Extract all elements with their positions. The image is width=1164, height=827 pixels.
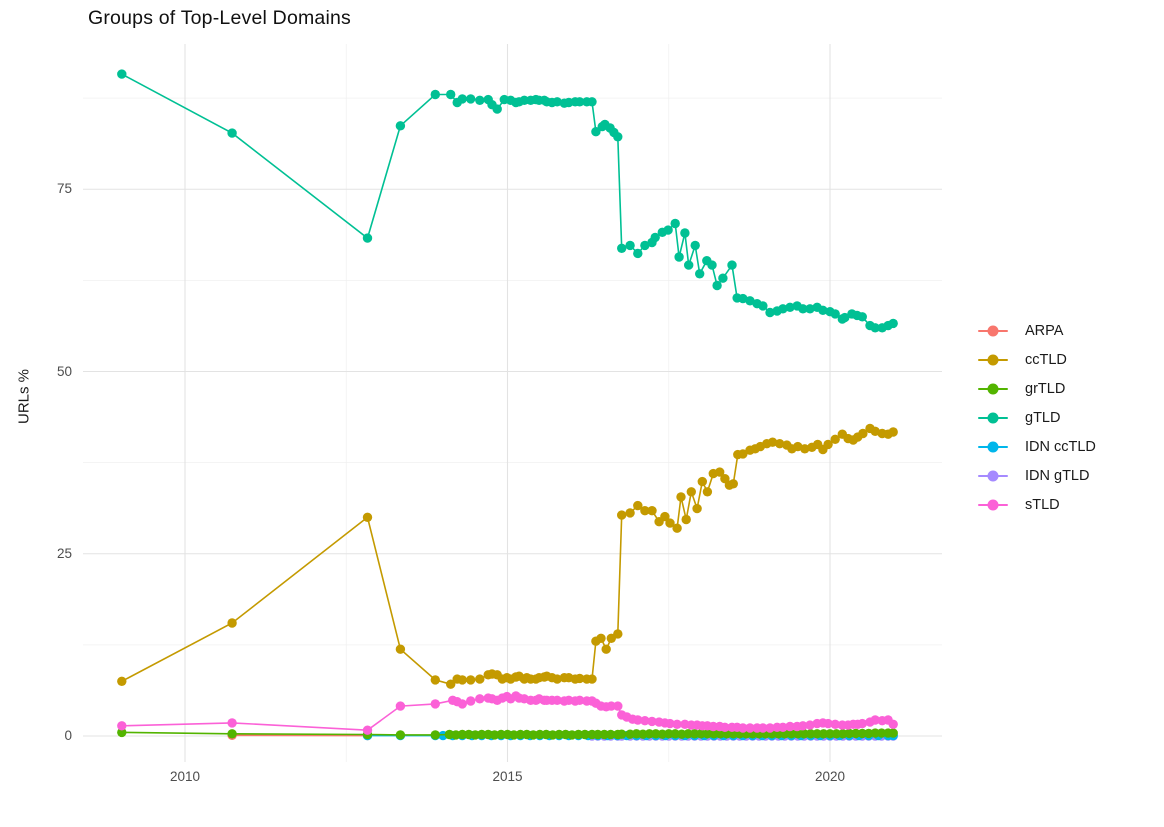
legend-key-line [978,441,1008,452]
series-stld [117,691,898,735]
legend-key-line [978,499,1008,510]
legend-key-line [978,383,1008,394]
legend-key-line [978,325,1008,336]
legend-item-arpa: ARPA [978,316,1096,345]
legend-key-line [978,354,1008,365]
legend-label: IDN ccTLD [1025,438,1096,455]
legend-dot [987,470,999,481]
y-tick-label: 25 [56,545,72,561]
legend-key-line [978,412,1008,423]
series-gtld [117,69,898,333]
legend-item-gtld: gTLD [978,403,1096,432]
legend: ARPA ccTLD grTLD gTLD IDN ccTLD IDN gTLD… [978,316,1096,519]
y-tick-label: 50 [56,363,72,379]
series-points-cctld [117,423,898,689]
minor-gridlines [83,44,942,762]
chart-title: Groups of Top-Level Domains [88,7,352,29]
major-gridlines [83,44,942,762]
legend-dot [987,325,999,336]
legend-label: IDN gTLD [1025,467,1090,484]
legend-dot [987,441,999,452]
x-tick-label: 2015 [492,769,523,784]
y-tick-label: 0 [64,728,72,743]
legend-item-cctld: ccTLD [978,345,1096,374]
series-points-gtld [117,69,898,333]
series-grtld [117,727,898,740]
legend-item-idn-gtld: IDN gTLD [978,461,1096,490]
series-points-stld [117,691,898,735]
legend-label: ccTLD [1025,351,1067,368]
y-tick-label: 75 [56,181,72,197]
legend-item-idn-cctld: IDN ccTLD [978,432,1096,461]
legend-item-grtld: grTLD [978,374,1096,403]
legend-item-stld: sTLD [978,490,1096,519]
legend-key-line [978,470,1008,481]
x-tick-label: 2020 [814,769,846,784]
legend-label: sTLD [1025,496,1060,513]
legend-label: grTLD [1025,380,1066,397]
legend-dot [987,383,999,394]
legend-label: gTLD [1025,409,1061,426]
y-axis-title: URLs % [15,369,33,425]
legend-dot [987,412,999,423]
series-cctld [117,423,898,689]
legend-dot [987,354,999,365]
x-tick-label: 2010 [169,769,201,784]
legend-dot [987,499,999,510]
series-arpa [227,730,373,741]
legend-label: ARPA [1025,322,1064,339]
